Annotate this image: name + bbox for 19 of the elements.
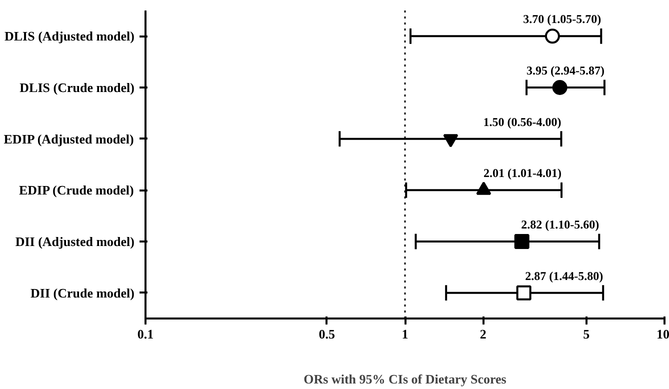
- data-label: 1.50 (0.56-4.00): [483, 114, 562, 129]
- data-label: 2.82 (1.10-5.60): [521, 218, 600, 232]
- y-tick-label: EDIP (Adjusted model): [4, 131, 134, 146]
- data-label: 2.01 (1.01-4.01): [484, 166, 562, 180]
- x-tick-label: 10: [656, 326, 669, 342]
- x-tick-label: 2: [480, 326, 486, 342]
- x-tick-label: 0.1: [137, 326, 154, 342]
- x-tick-label: 5: [583, 326, 590, 342]
- data-label: 2.87 (1.44-5.80): [525, 268, 604, 283]
- data-label: 3.95 (2.94-5.87): [526, 64, 604, 78]
- x-axis-title: ORs with 95% CIs of Dietary Scores: [304, 372, 506, 386]
- y-tick-label: DII (Crude model): [30, 285, 135, 300]
- x-tick-label: 0.5: [318, 326, 336, 342]
- y-tick-label: DLIS (Crude model): [20, 80, 135, 95]
- y-tick-label: EDIP (Crude model): [18, 182, 134, 198]
- y-tick-label: DLIS (Adjusted model): [4, 28, 135, 44]
- data-label: 3.70 (1.05-5.70): [523, 12, 602, 26]
- y-tick-label: DII (Adjusted model): [15, 234, 134, 249]
- x-tick-label: 1: [402, 326, 408, 342]
